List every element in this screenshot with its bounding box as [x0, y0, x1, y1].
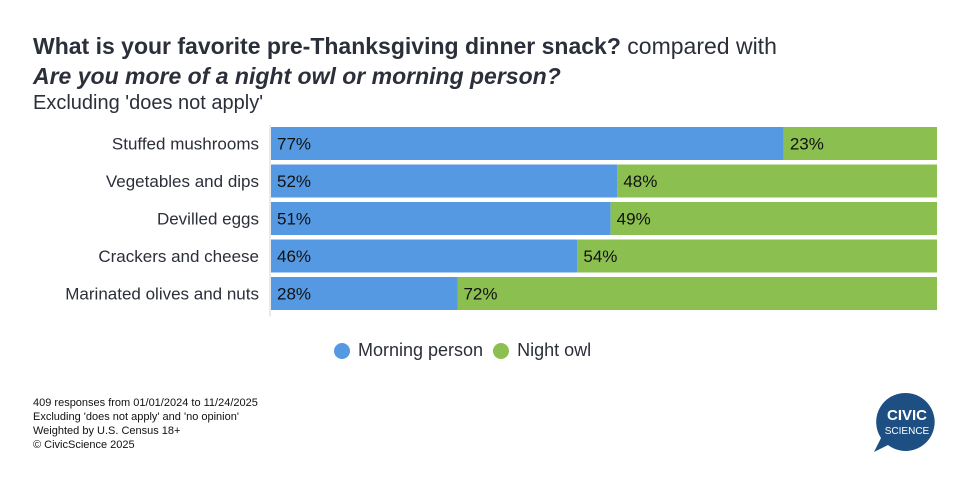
category-label: Devilled eggs: [157, 210, 259, 229]
bar-morning-person[interactable]: [271, 127, 784, 160]
data-label: 23%: [790, 135, 824, 154]
logo-text-civic: CIVIC: [887, 407, 927, 424]
footer-exclusions: Excluding 'does not apply' and 'no opini…: [33, 411, 239, 423]
data-label: 51%: [277, 210, 311, 229]
bar-morning-person[interactable]: [271, 277, 458, 310]
data-label: 49%: [617, 210, 651, 229]
bar-night-owl[interactable]: [783, 127, 937, 160]
legend-label: Morning person: [358, 340, 484, 360]
legend-item-night-owl[interactable]: Night owl: [493, 340, 591, 361]
bar-night-owl[interactable]: [617, 164, 937, 198]
data-label: 72%: [463, 285, 497, 304]
bar-morning-person[interactable]: [271, 239, 578, 273]
legend-swatch-morning-person: [334, 342, 350, 359]
title-connector: compared with: [627, 33, 777, 59]
data-label: 77%: [277, 135, 311, 154]
civicscience-logo: CIVIC SCIENCE: [874, 392, 935, 452]
bar-morning-person[interactable]: [271, 202, 611, 235]
data-label: 28%: [277, 285, 311, 304]
bar-night-owl[interactable]: [457, 277, 937, 310]
category-label: Marinated olives and nuts: [65, 285, 259, 304]
data-label: 48%: [623, 172, 657, 191]
chart-title: What is your favorite pre-Thanksgiving d…: [33, 31, 777, 91]
category-label: Vegetables and dips: [106, 172, 259, 191]
legend-swatch-night-owl: [493, 342, 510, 359]
footer-notes: 409 responses from 01/01/2024 to 11/24/2…: [33, 396, 258, 452]
bar-night-owl[interactable]: [610, 202, 937, 235]
question-2: Are you more of a night owl or morning p…: [33, 63, 561, 89]
legend-item-morning-person[interactable]: Morning person: [334, 340, 483, 361]
data-label: 46%: [277, 247, 311, 266]
category-label: Crackers and cheese: [98, 247, 259, 266]
logo-text-science: SCIENCE: [885, 426, 930, 437]
question-1: What is your favorite pre-Thanksgiving d…: [33, 33, 621, 59]
footer-responses: 409 responses from 01/01/2024 to 11/24/2…: [33, 397, 258, 409]
stacked-bar-chart: Stuffed mushrooms 77% 23% Vegetables and di…: [65, 125, 937, 317]
legend-label: Night owl: [517, 340, 592, 360]
bar-night-owl[interactable]: [577, 239, 937, 273]
legend: Morning person Night owl: [334, 340, 591, 361]
data-label: 54%: [583, 247, 617, 266]
data-label: 52%: [277, 172, 311, 191]
footer-copyright: © CivicScience 2025: [33, 439, 135, 451]
bar-morning-person[interactable]: [271, 164, 618, 198]
footer-weighting: Weighted by U.S. Census 18+: [33, 425, 181, 437]
chart-subtitle: Excluding 'does not apply': [33, 92, 264, 114]
speech-bubble-icon: [874, 392, 935, 452]
category-label: Stuffed mushrooms: [112, 135, 259, 154]
